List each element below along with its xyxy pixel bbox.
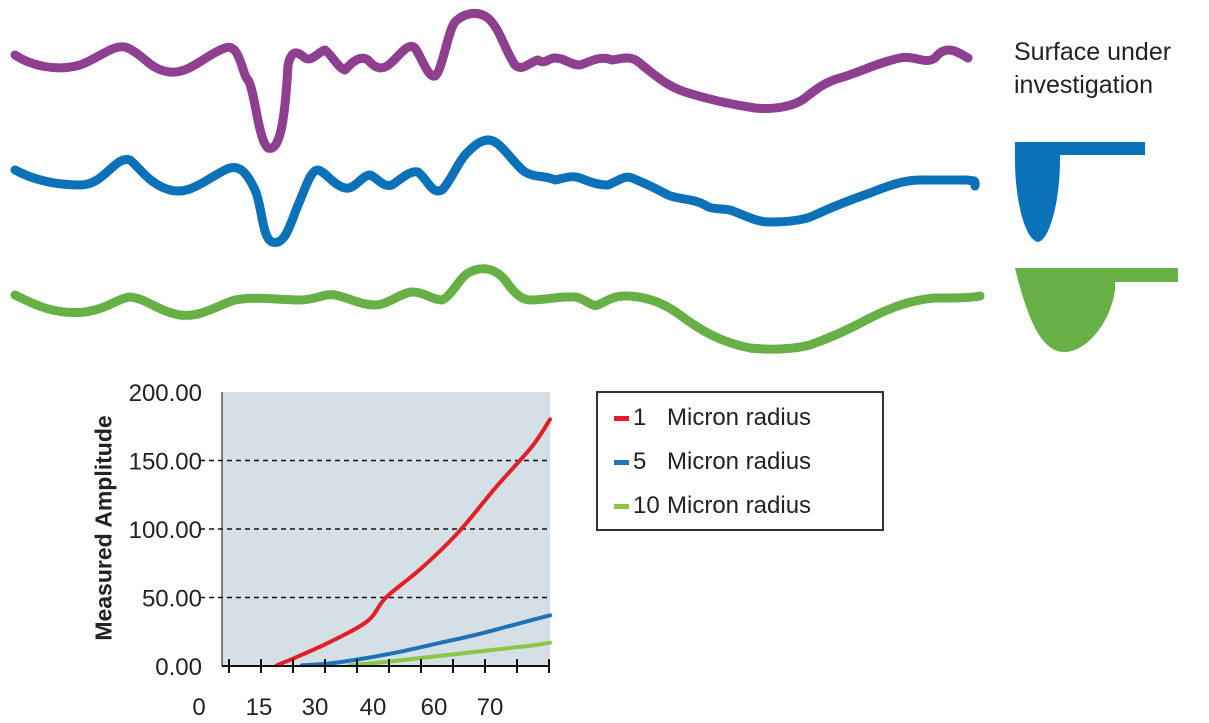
10-micron-probe-icon	[1015, 268, 1178, 352]
surface-label: Surface under investigation	[1014, 36, 1171, 102]
x-tick-labels: 0 15 30 40 60 70	[192, 694, 503, 721]
x-tick-marks	[228, 659, 550, 673]
x-tick-label: 40	[360, 694, 387, 721]
legend-swatch	[614, 459, 629, 465]
series-line-5-micron	[300, 613, 552, 668]
series-line-10-micron	[347, 640, 552, 668]
legend-number: 10	[633, 492, 660, 519]
series-lines	[274, 417, 552, 668]
x-tick-label: 70	[477, 694, 504, 721]
legend-swatch	[614, 415, 629, 421]
5-micron-probe-icon	[1015, 142, 1145, 242]
y-tick-labels: 0.00 50.00 100.00 150.00 200.00	[129, 380, 202, 681]
legend: 1 Micron radius 5 Micron radius 10 Micro…	[596, 391, 884, 531]
legend-text: Micron radius	[667, 492, 812, 519]
grid-lines	[200, 459, 550, 599]
y-tick-label: 50.00	[142, 586, 202, 613]
x-tick-label: 30	[302, 694, 329, 721]
surface-profile-line	[10, 9, 973, 153]
series-line-1-micron	[274, 417, 552, 668]
x-tick-label: 60	[421, 694, 448, 721]
legend-item-1-micron: 1 Micron radius	[614, 401, 811, 435]
x-tick-label: 15	[246, 694, 273, 721]
10-micron-profile-line	[10, 264, 985, 354]
legend-text: Micron radius	[667, 448, 812, 475]
y-tick-label: 100.00	[129, 517, 202, 544]
y-axis-label: Measured Amplitude	[90, 415, 117, 641]
x-tick-label: 0	[192, 694, 205, 721]
y-tick-label: 150.00	[129, 449, 202, 476]
5-micron-profile-line	[10, 135, 980, 247]
legend-swatch	[614, 503, 629, 509]
legend-number: 5	[633, 448, 647, 475]
legend-text: Micron radius	[667, 404, 812, 431]
legend-item-5-micron: 5 Micron radius	[614, 445, 811, 479]
legend-number: 1	[633, 404, 647, 431]
legend-item-10-micron: 10 Micron radius	[614, 489, 811, 523]
y-tick-label: 0.00	[155, 654, 202, 681]
surface-label-line-2: investigation	[1014, 71, 1153, 99]
y-tick-label: 200.00	[129, 380, 202, 407]
surface-label-line-1: Surface under	[1014, 38, 1172, 66]
